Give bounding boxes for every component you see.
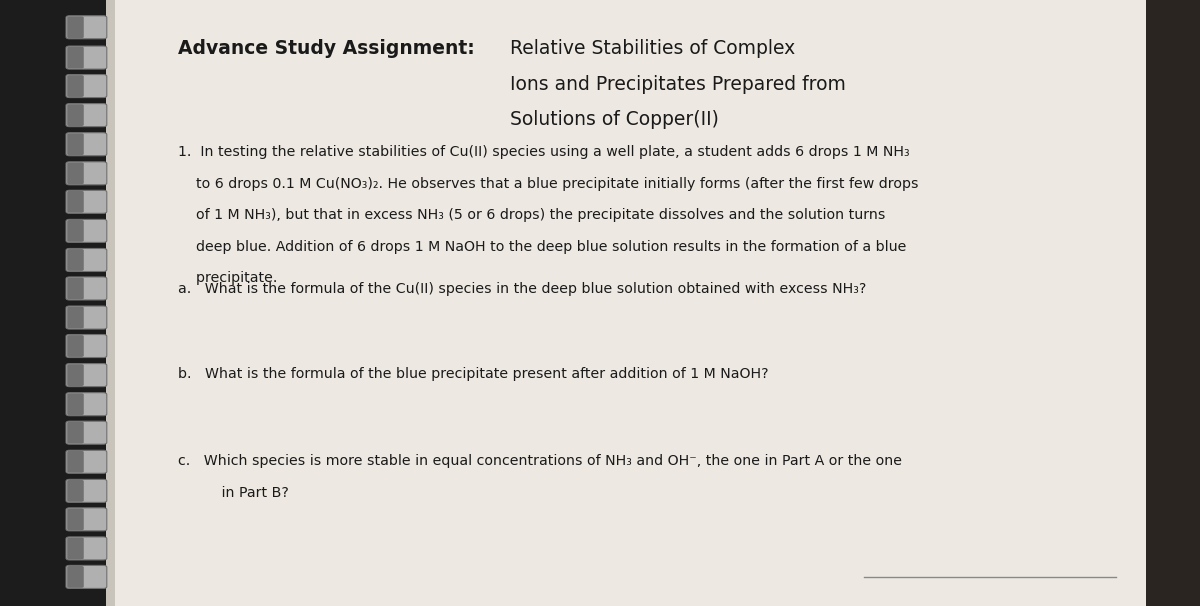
- FancyBboxPatch shape: [66, 364, 107, 387]
- Text: Advance Study Assignment:: Advance Study Assignment:: [178, 39, 474, 58]
- FancyBboxPatch shape: [66, 104, 107, 127]
- Text: b.   What is the formula of the blue precipitate present after addition of 1 M N: b. What is the formula of the blue preci…: [178, 367, 768, 381]
- FancyBboxPatch shape: [67, 538, 84, 559]
- FancyBboxPatch shape: [67, 566, 84, 588]
- FancyBboxPatch shape: [66, 421, 107, 444]
- Text: a.   What is the formula of the Cu(II) species in the deep blue solution obtaine: a. What is the formula of the Cu(II) spe…: [178, 282, 866, 296]
- FancyBboxPatch shape: [66, 190, 107, 213]
- FancyBboxPatch shape: [67, 508, 84, 530]
- FancyBboxPatch shape: [66, 162, 107, 185]
- Text: 1.  In testing the relative stabilities of Cu(II) species using a well plate, a : 1. In testing the relative stabilities o…: [178, 145, 910, 159]
- FancyBboxPatch shape: [66, 133, 107, 156]
- FancyBboxPatch shape: [67, 191, 84, 213]
- Text: precipitate.: precipitate.: [178, 271, 277, 285]
- FancyBboxPatch shape: [67, 307, 84, 328]
- FancyBboxPatch shape: [0, 0, 114, 606]
- FancyBboxPatch shape: [66, 219, 107, 242]
- FancyBboxPatch shape: [67, 16, 84, 38]
- FancyBboxPatch shape: [106, 0, 115, 606]
- Text: c.   Which species is more stable in equal concentrations of NH₃ and OH⁻, the on: c. Which species is more stable in equal…: [178, 454, 901, 468]
- FancyBboxPatch shape: [66, 537, 107, 560]
- FancyBboxPatch shape: [67, 162, 84, 184]
- FancyBboxPatch shape: [66, 16, 107, 39]
- FancyBboxPatch shape: [66, 335, 107, 358]
- Text: Relative Stabilities of Complex: Relative Stabilities of Complex: [510, 39, 796, 58]
- FancyBboxPatch shape: [67, 278, 84, 299]
- FancyBboxPatch shape: [67, 104, 84, 126]
- FancyBboxPatch shape: [66, 306, 107, 329]
- FancyBboxPatch shape: [66, 46, 107, 69]
- FancyBboxPatch shape: [67, 133, 84, 155]
- FancyBboxPatch shape: [67, 220, 84, 242]
- FancyBboxPatch shape: [67, 75, 84, 97]
- FancyBboxPatch shape: [66, 75, 107, 98]
- FancyBboxPatch shape: [67, 249, 84, 271]
- FancyBboxPatch shape: [66, 450, 107, 473]
- FancyBboxPatch shape: [67, 480, 84, 502]
- FancyBboxPatch shape: [66, 248, 107, 271]
- FancyBboxPatch shape: [66, 508, 107, 531]
- FancyBboxPatch shape: [67, 47, 84, 68]
- FancyBboxPatch shape: [108, 0, 1146, 606]
- Text: of 1 M NH₃), but that in excess NH₃ (5 or 6 drops) the precipitate dissolves and: of 1 M NH₃), but that in excess NH₃ (5 o…: [178, 208, 884, 222]
- Text: Solutions of Copper(II): Solutions of Copper(II): [510, 110, 719, 128]
- FancyBboxPatch shape: [66, 277, 107, 300]
- FancyBboxPatch shape: [66, 479, 107, 502]
- FancyBboxPatch shape: [1146, 0, 1200, 606]
- Text: deep blue. Addition of 6 drops 1 M NaOH to the deep blue solution results in the: deep blue. Addition of 6 drops 1 M NaOH …: [178, 240, 906, 254]
- FancyBboxPatch shape: [66, 565, 107, 588]
- FancyBboxPatch shape: [67, 451, 84, 473]
- Text: in Part B?: in Part B?: [199, 486, 289, 500]
- Text: to 6 drops 0.1 M Cu(NO₃)₂. He observes that a blue precipitate initially forms (: to 6 drops 0.1 M Cu(NO₃)₂. He observes t…: [178, 177, 918, 191]
- FancyBboxPatch shape: [67, 364, 84, 386]
- FancyBboxPatch shape: [66, 393, 107, 416]
- Text: Ions and Precipitates Prepared from: Ions and Precipitates Prepared from: [510, 75, 846, 93]
- FancyBboxPatch shape: [67, 335, 84, 357]
- FancyBboxPatch shape: [67, 422, 84, 444]
- FancyBboxPatch shape: [67, 393, 84, 415]
